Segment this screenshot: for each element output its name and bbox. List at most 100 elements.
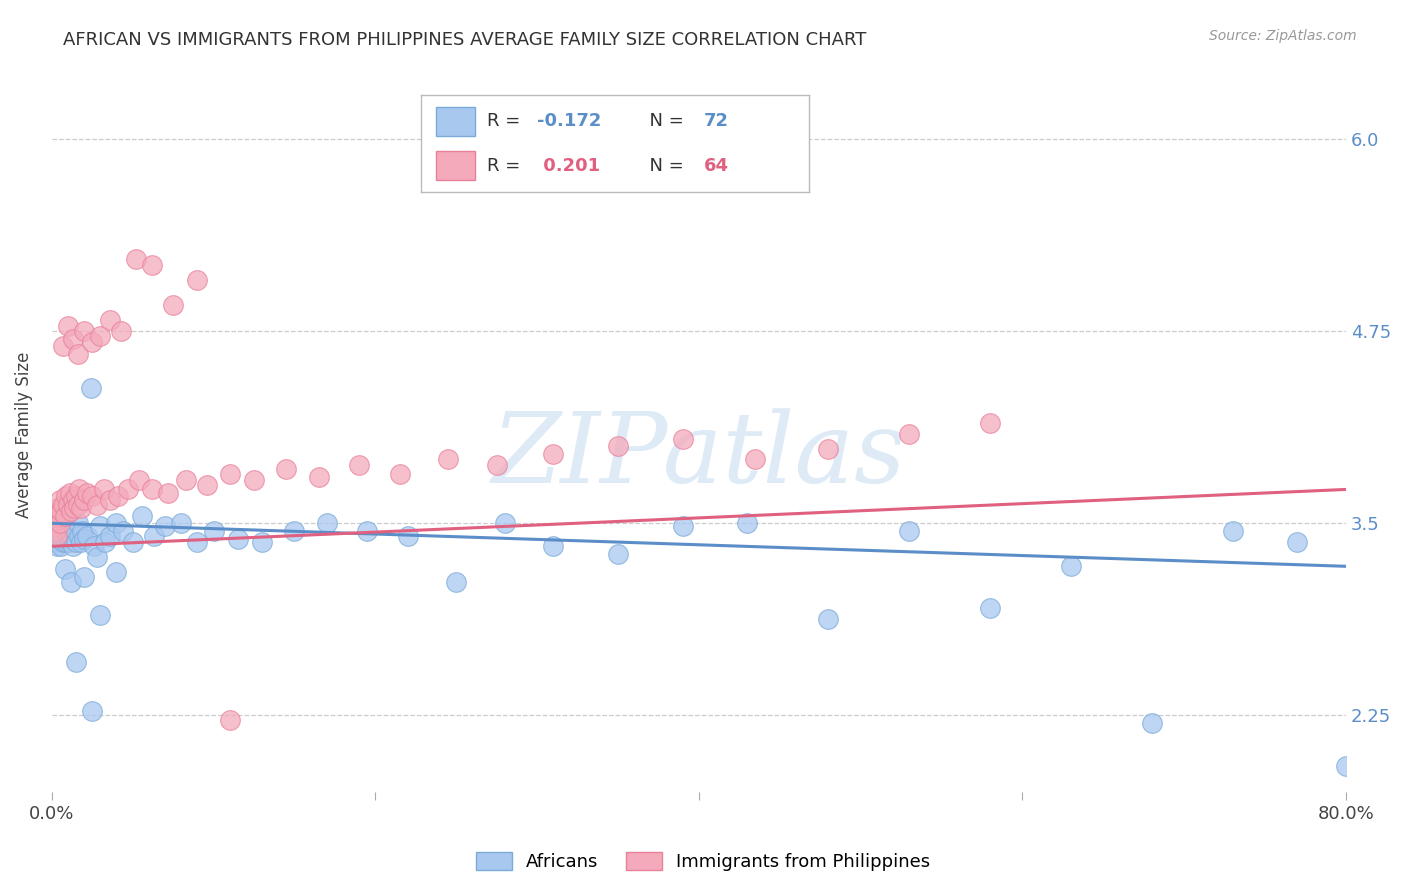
Point	[49, 519, 72, 533]
Point	[55, 489, 77, 503]
Point	[49, 528, 72, 542]
Point	[485, 458, 508, 472]
Point	[110, 324, 132, 338]
Point	[44, 524, 66, 538]
Point	[89, 519, 111, 533]
Point	[44, 513, 66, 527]
Point	[979, 600, 1001, 615]
Point	[45, 539, 67, 553]
Point	[56, 532, 79, 546]
Point	[444, 574, 467, 589]
Point	[73, 570, 96, 584]
Point	[42, 519, 65, 533]
Point	[67, 483, 90, 497]
Point	[606, 547, 628, 561]
Point	[52, 534, 75, 549]
Point	[1060, 559, 1083, 574]
Point	[94, 534, 117, 549]
Point	[58, 485, 80, 500]
Point	[60, 504, 83, 518]
Point	[56, 524, 79, 538]
Point	[128, 473, 150, 487]
Point	[218, 467, 240, 481]
Point	[46, 508, 69, 523]
Point	[55, 534, 77, 549]
Point	[737, 516, 759, 531]
Point	[52, 498, 75, 512]
Point	[142, 528, 165, 542]
Point	[276, 462, 298, 476]
Point	[283, 524, 305, 538]
Point	[98, 313, 121, 327]
Point	[42, 524, 65, 538]
Point	[66, 347, 89, 361]
Point	[82, 704, 104, 718]
Point	[65, 489, 87, 503]
Point	[62, 332, 84, 346]
Point	[1334, 759, 1357, 773]
Y-axis label: Average Family Size: Average Family Size	[15, 351, 32, 518]
Point	[98, 493, 121, 508]
Point	[157, 485, 180, 500]
Point	[898, 427, 921, 442]
Point	[60, 574, 83, 589]
Point	[105, 516, 128, 531]
Point	[250, 534, 273, 549]
Point	[93, 483, 115, 497]
Point	[388, 467, 411, 481]
Point	[170, 516, 193, 531]
Point	[396, 528, 419, 542]
Point	[308, 470, 330, 484]
Point	[195, 478, 218, 492]
Point	[45, 504, 67, 518]
Point	[46, 524, 69, 538]
Point	[117, 483, 139, 497]
Text: AFRICAN VS IMMIGRANTS FROM PHILIPPINES AVERAGE FAMILY SIZE CORRELATION CHART: AFRICAN VS IMMIGRANTS FROM PHILIPPINES A…	[63, 31, 866, 49]
Point	[83, 539, 105, 553]
Point	[52, 528, 75, 542]
Point	[979, 417, 1001, 431]
Point	[53, 508, 76, 523]
Point	[186, 273, 208, 287]
Point	[45, 528, 67, 542]
Point	[82, 334, 104, 349]
Point	[45, 516, 67, 531]
Point	[52, 339, 75, 353]
Point	[744, 451, 766, 466]
Point	[76, 485, 98, 500]
Point	[73, 532, 96, 546]
Point	[58, 534, 80, 549]
Point	[82, 489, 104, 503]
Point	[98, 528, 121, 542]
Point	[51, 516, 73, 531]
Point	[62, 539, 84, 553]
Point	[347, 458, 370, 472]
Point	[51, 539, 73, 553]
Point	[46, 500, 69, 515]
Point	[73, 324, 96, 338]
Point	[62, 493, 84, 508]
Point	[202, 524, 225, 538]
Point	[1140, 716, 1163, 731]
Point	[141, 483, 163, 497]
Point	[672, 432, 695, 446]
Point	[1286, 534, 1309, 549]
Point	[105, 566, 128, 580]
Point	[121, 534, 143, 549]
Point	[55, 528, 77, 542]
Legend: Africans, Immigrants from Philippines: Africans, Immigrants from Philippines	[468, 845, 938, 879]
Point	[86, 550, 108, 565]
Point	[67, 528, 90, 542]
Point	[73, 493, 96, 508]
Point	[672, 519, 695, 533]
Point	[53, 516, 76, 531]
Text: Source: ZipAtlas.com: Source: ZipAtlas.com	[1209, 29, 1357, 43]
Point	[243, 473, 266, 487]
Point	[44, 534, 66, 549]
Point	[817, 611, 839, 625]
Point	[174, 473, 197, 487]
Point	[65, 655, 87, 669]
Point	[817, 442, 839, 457]
Point	[315, 516, 337, 531]
Point	[70, 534, 93, 549]
